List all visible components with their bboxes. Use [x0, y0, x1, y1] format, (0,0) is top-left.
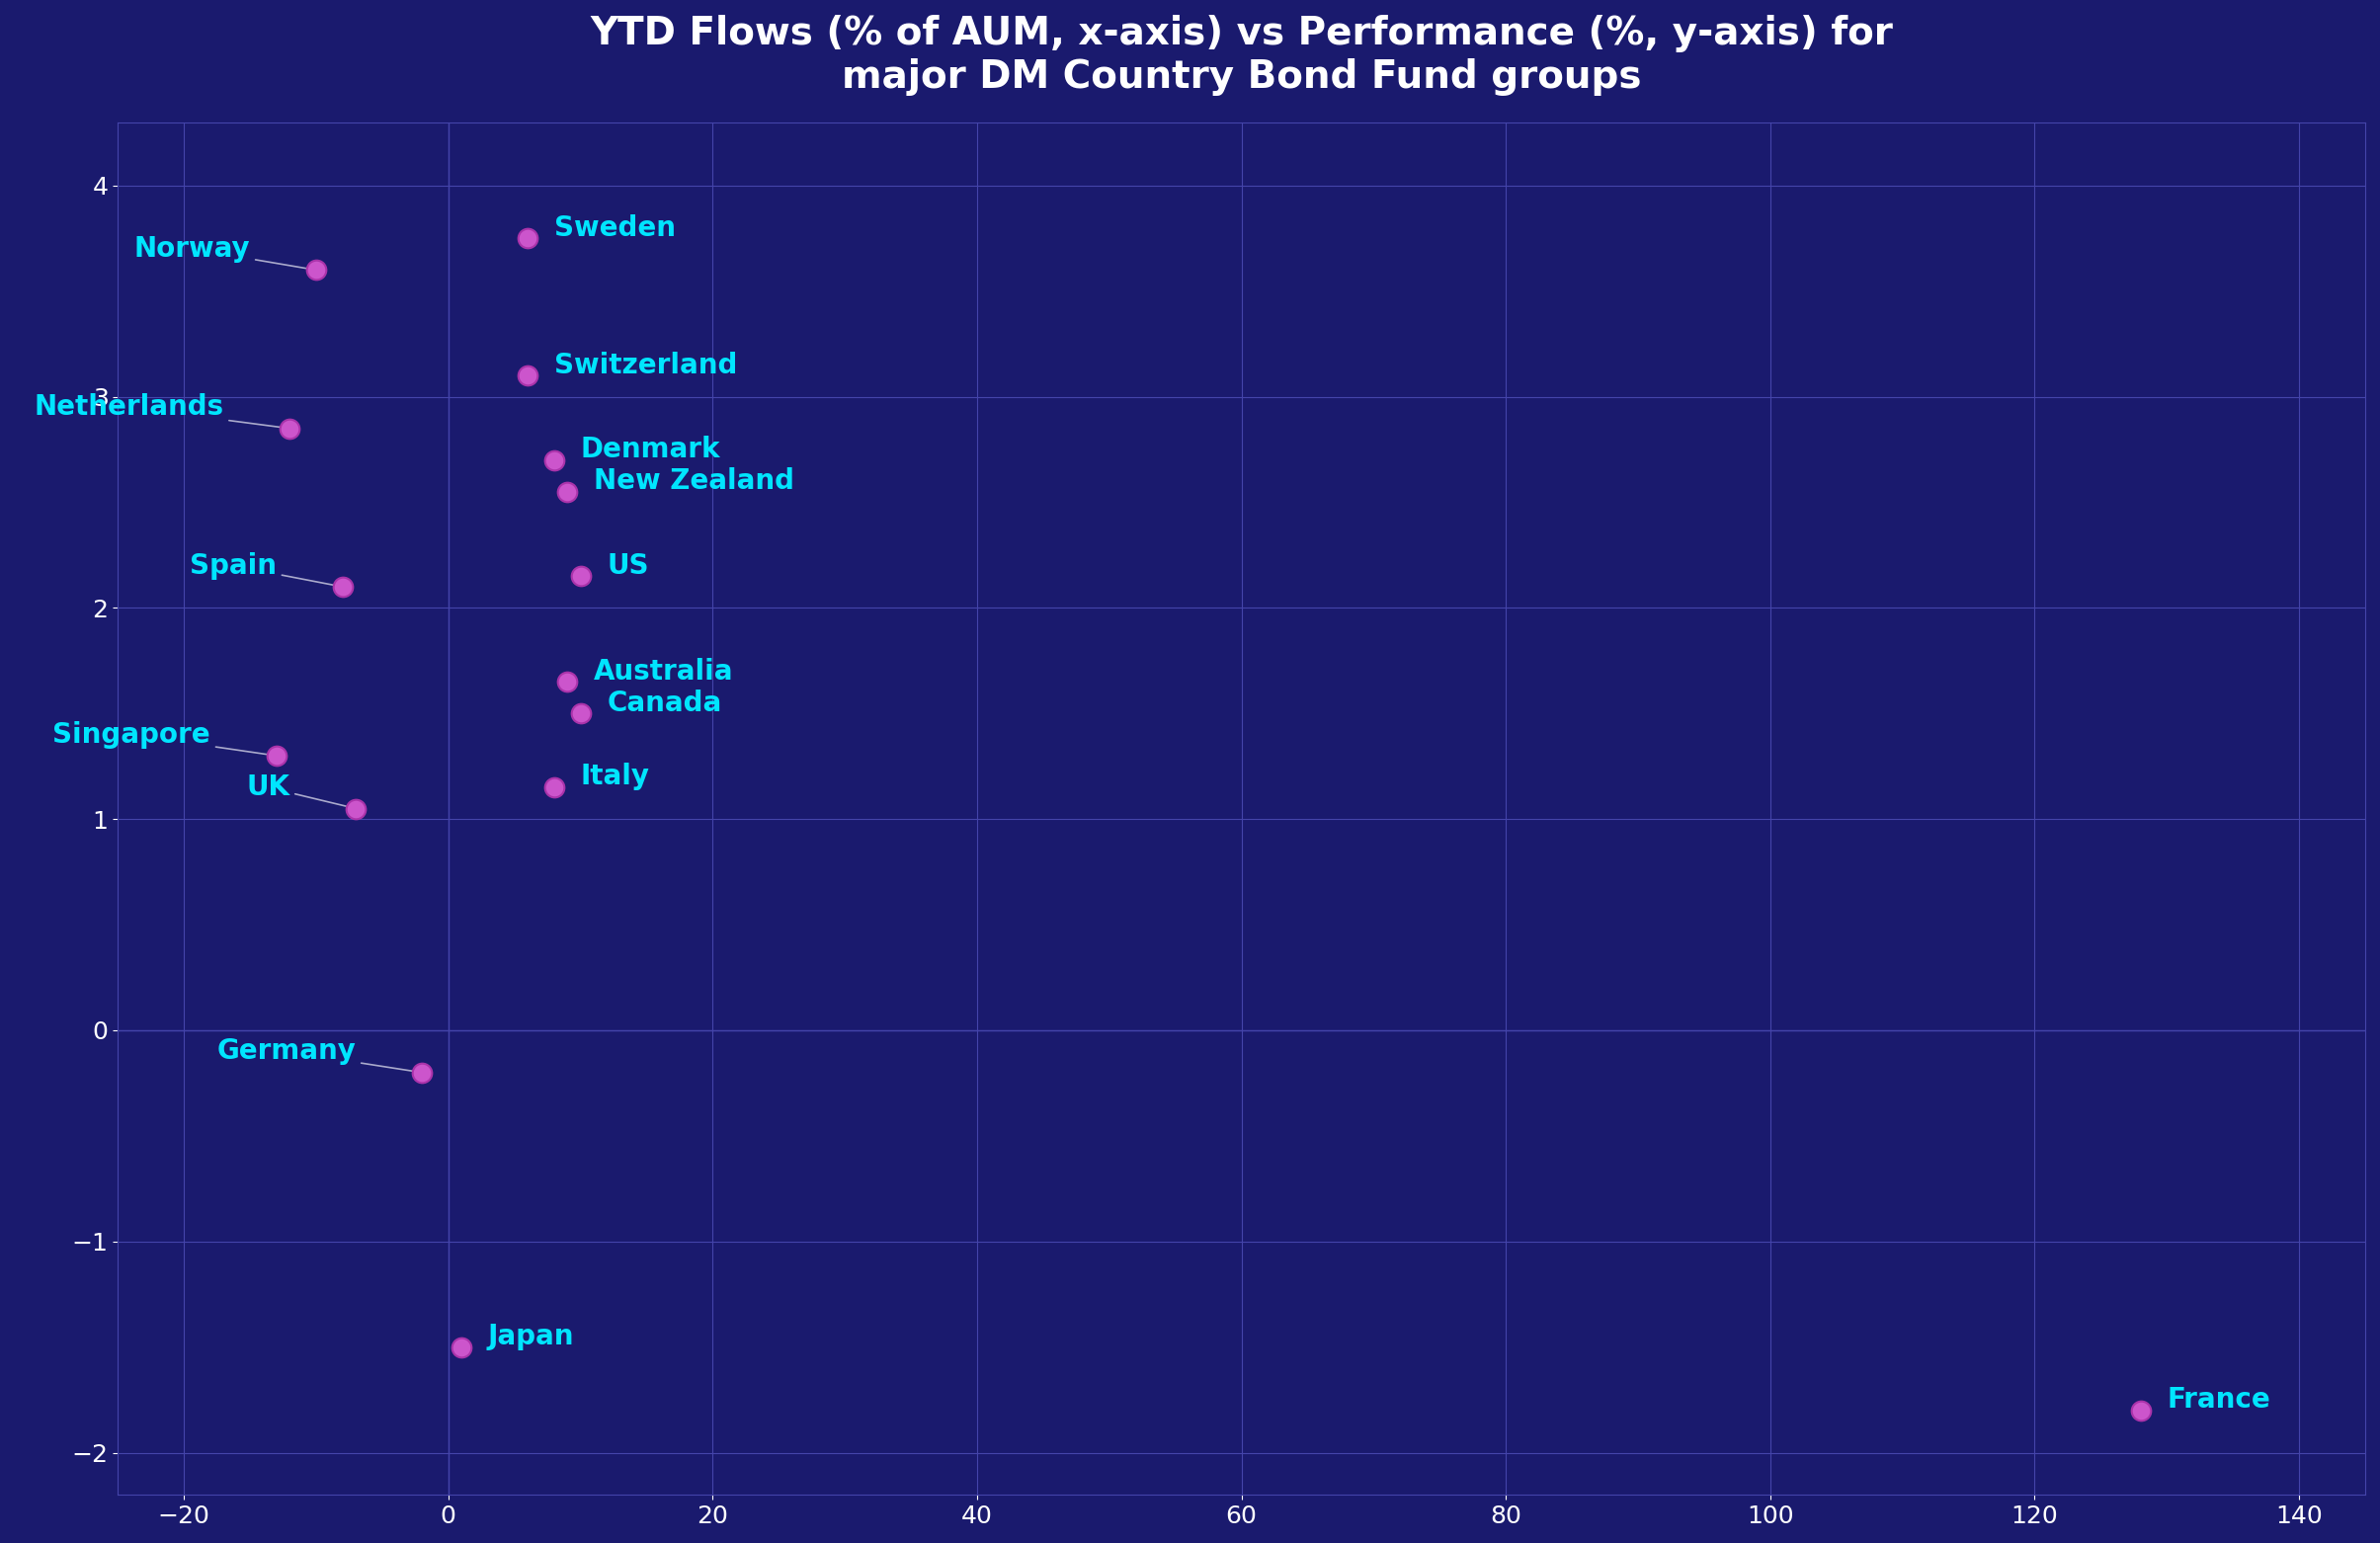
Text: Australia: Australia: [593, 657, 733, 685]
Text: Japan: Japan: [488, 1322, 574, 1350]
Text: Spain: Spain: [190, 552, 340, 586]
Point: [536, 447, 574, 472]
Text: UK: UK: [245, 773, 352, 809]
Point: [324, 574, 362, 599]
Text: Norway: Norway: [133, 235, 314, 270]
Point: [562, 563, 600, 588]
Point: [536, 775, 574, 799]
Text: Germany: Germany: [217, 1037, 419, 1072]
Point: [402, 1060, 440, 1085]
Point: [562, 701, 600, 725]
Point: [509, 225, 547, 250]
Point: [547, 480, 585, 505]
Title: YTD Flows (% of AUM, x-axis) vs Performance (%, y-axis) for
major DM Country Bon: YTD Flows (% of AUM, x-axis) vs Performa…: [590, 15, 1892, 96]
Point: [443, 1335, 481, 1359]
Text: US: US: [607, 552, 650, 580]
Text: Netherlands: Netherlands: [33, 393, 288, 427]
Point: [336, 796, 374, 821]
Text: Sweden: Sweden: [555, 214, 676, 242]
Text: Denmark: Denmark: [581, 435, 721, 463]
Text: Switzerland: Switzerland: [555, 352, 738, 380]
Text: Singapore: Singapore: [52, 721, 274, 756]
Point: [547, 670, 585, 694]
Point: [298, 258, 336, 282]
Text: Canada: Canada: [607, 690, 721, 717]
Text: Italy: Italy: [581, 764, 650, 790]
Point: [257, 744, 295, 768]
Point: [271, 417, 309, 441]
Text: France: France: [2166, 1386, 2271, 1413]
Text: New Zealand: New Zealand: [593, 468, 795, 495]
Point: [2121, 1398, 2159, 1423]
Point: [509, 363, 547, 387]
